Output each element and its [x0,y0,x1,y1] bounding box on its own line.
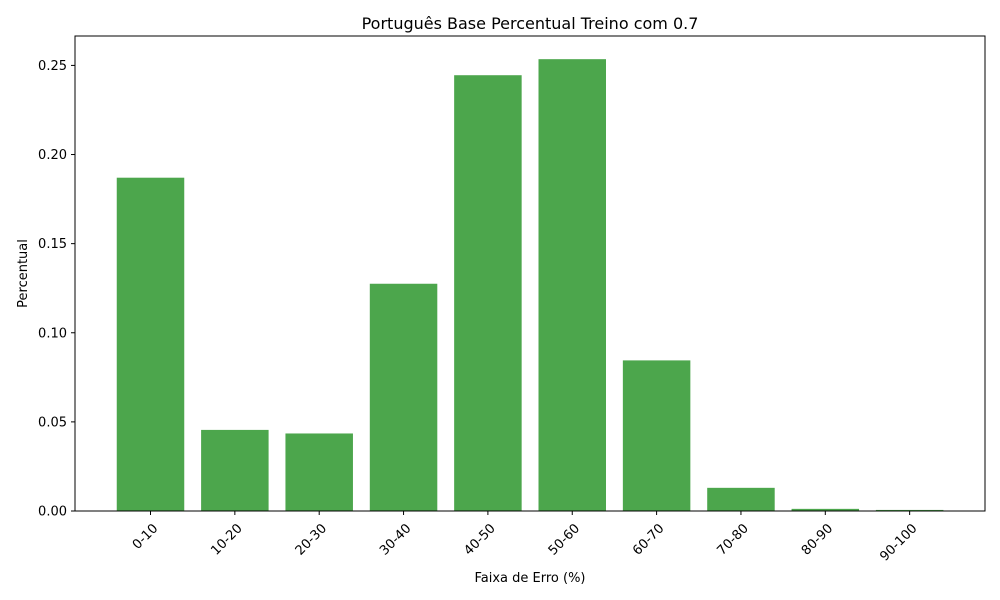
bar-20-30 [285,433,353,511]
y-tick-label: 0.15 [38,237,67,252]
y-axis: 0.00 0.05 0.10 0.15 0.20 0.25 [38,59,75,520]
y-tick-label: 0.05 [38,415,67,430]
y-tick-label: 0.00 [38,505,67,520]
y-tick-label: 0.10 [38,326,67,341]
bar-40-50 [454,75,522,512]
bar-60-70 [622,360,691,511]
bar-0-10 [116,177,185,511]
plot-frame [74,35,986,512]
bar-70-80 [707,487,775,511]
x-axis-label: Faixa de Erro (%) [474,571,585,586]
bars-group [116,59,944,512]
bar-10-20 [201,429,269,511]
y-tick-label: 0.25 [38,59,67,74]
bar-50-60 [538,59,606,512]
y-tick-label: 0.20 [38,148,67,163]
bar-30-40 [369,283,438,511]
bar-80-90 [791,508,860,511]
y-axis-label: Percentual [16,239,31,308]
bar-90-100 [875,509,944,511]
chart-title: Português Base Percentual Treino com 0.7 [362,14,699,33]
